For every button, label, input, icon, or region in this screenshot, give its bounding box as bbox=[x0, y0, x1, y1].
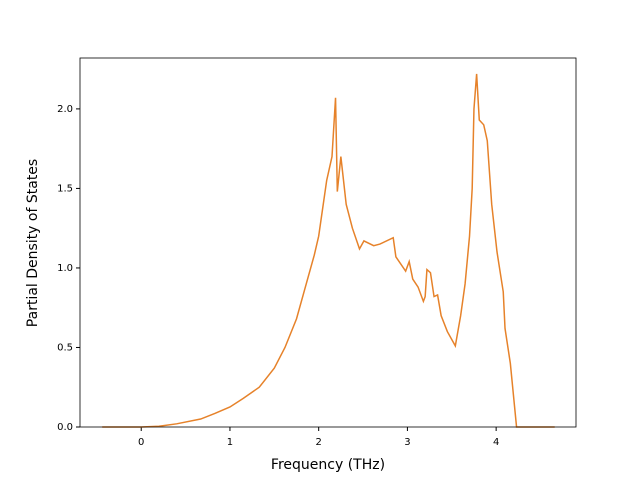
y-tick-label: 0.0 bbox=[57, 422, 73, 433]
y-tick-label: 0.5 bbox=[57, 342, 73, 353]
x-tick-label: 4 bbox=[493, 437, 499, 448]
x-tick-label: 3 bbox=[404, 437, 410, 448]
x-tick-label: 0 bbox=[138, 437, 144, 448]
x-axis-label: Frequency (THz) bbox=[271, 457, 385, 473]
y-tick-label: 1.5 bbox=[57, 183, 73, 194]
y-tick-label: 1.0 bbox=[57, 263, 73, 274]
line-series bbox=[102, 73, 555, 428]
y-tick-label: 2.0 bbox=[57, 104, 73, 115]
plot-frame bbox=[79, 57, 577, 428]
x-tick-label: 2 bbox=[315, 437, 321, 448]
x-tick-label: 1 bbox=[227, 437, 233, 448]
y-axis-label: Partial Density of States bbox=[25, 159, 41, 327]
